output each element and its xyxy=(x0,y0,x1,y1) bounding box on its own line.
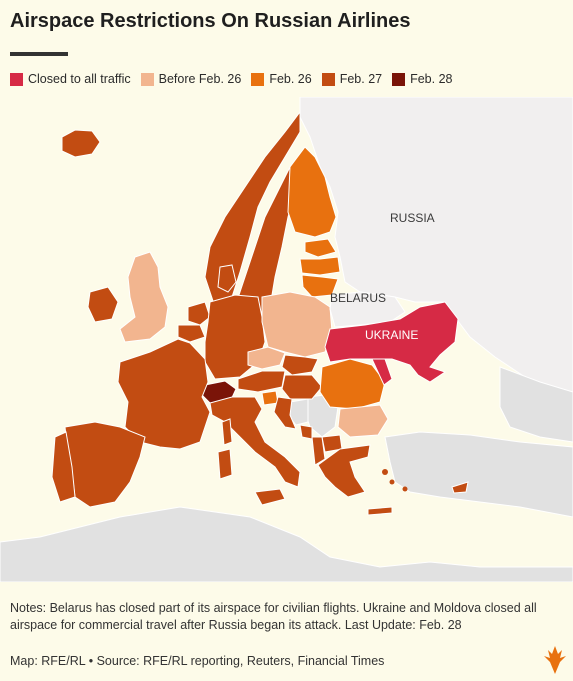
legend-swatch-closed xyxy=(10,72,23,86)
legend-item-feb26: Feb. 26 xyxy=(251,72,312,86)
title-underline xyxy=(10,52,68,56)
legend-item-closed: Closed to all traffic xyxy=(10,72,131,86)
legend-swatch-feb26 xyxy=(251,72,265,86)
norway xyxy=(204,110,301,308)
legend-item-feb28: Feb. 28 xyxy=(392,72,452,86)
legend-swatch-feb27 xyxy=(321,72,335,86)
france xyxy=(117,338,211,450)
ireland xyxy=(87,286,119,323)
legend-item-before-feb26: Before Feb. 26 xyxy=(140,72,242,86)
hungary xyxy=(281,374,323,400)
czech-republic xyxy=(247,346,286,370)
footer-notes: Notes: Belarus has closed part of its ai… xyxy=(10,601,537,632)
aegean-island-2 xyxy=(389,479,395,485)
croatia xyxy=(273,396,297,430)
crete xyxy=(367,506,393,516)
denmark xyxy=(217,264,237,293)
page-title: Airspace Restrictions On Russian Airline… xyxy=(10,10,411,32)
belgium xyxy=(177,324,206,343)
legend-label-feb26: Feb. 26 xyxy=(269,72,312,86)
legend-label-before-feb26: Before Feb. 26 xyxy=(158,72,242,86)
montenegro xyxy=(299,424,313,440)
greece xyxy=(317,444,371,498)
united-kingdom xyxy=(119,251,169,343)
portugal xyxy=(51,431,76,503)
bulgaria xyxy=(337,404,389,438)
rfe-rl-torch-logo-icon xyxy=(544,646,566,674)
sicily xyxy=(254,488,286,506)
legend-swatch-before-feb26 xyxy=(140,72,154,86)
north-africa-region xyxy=(0,506,573,582)
estonia xyxy=(304,238,337,258)
label-russia: RUSSIA xyxy=(390,211,435,225)
corsica xyxy=(221,418,233,446)
poland xyxy=(261,291,333,358)
europe-map: RUSSIA BELARUS UKRAINE xyxy=(0,97,573,582)
label-belarus: BELARUS xyxy=(330,291,386,305)
aegean-island-1 xyxy=(382,469,388,475)
cyprus xyxy=(451,481,469,494)
sardinia xyxy=(217,448,233,480)
romania xyxy=(319,358,386,410)
slovenia xyxy=(261,390,279,406)
aegean-island-3 xyxy=(402,486,408,492)
legend-swatch-feb28 xyxy=(392,72,406,86)
finland xyxy=(287,146,337,238)
legend-label-feb27: Feb. 27 xyxy=(339,72,383,86)
label-ukraine: UKRAINE xyxy=(365,328,418,342)
legend-label-closed: Closed to all traffic xyxy=(28,72,131,86)
legend-item-feb27: Feb. 27 xyxy=(321,72,383,86)
slovakia xyxy=(281,354,319,376)
latvia xyxy=(299,256,341,276)
italy xyxy=(209,396,301,488)
iceland xyxy=(61,129,101,158)
ukraine xyxy=(324,301,459,383)
albania xyxy=(311,436,326,466)
legend-label-feb28: Feb. 28 xyxy=(410,72,453,86)
netherlands xyxy=(187,301,211,326)
legend: Closed to all traffic Before Feb. 26 Feb… xyxy=(10,72,462,86)
footer-credit: Map: RFE/RL • Source: RFE/RL reporting, … xyxy=(10,654,385,668)
caucasus-region xyxy=(499,366,573,443)
turkey-region xyxy=(384,431,573,518)
